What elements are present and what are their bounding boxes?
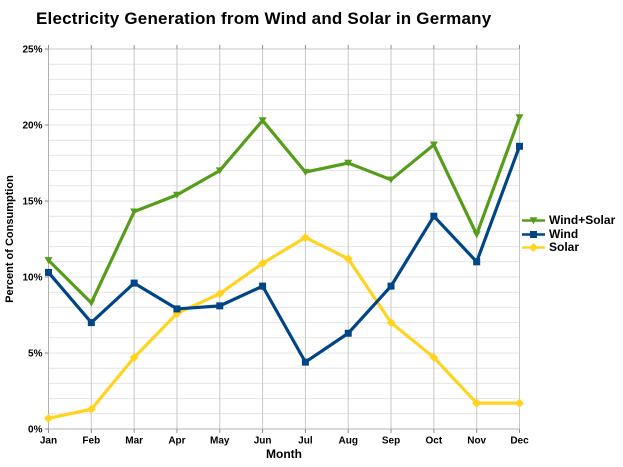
diamond-marker — [343, 254, 353, 264]
diamond-marker — [258, 258, 268, 268]
x-tick-label: May — [210, 436, 230, 447]
legend-item-wind-solar: Wind+Solar — [522, 214, 615, 228]
legend-item-solar: Solar — [522, 241, 615, 255]
legend-key-icon — [522, 230, 545, 238]
legend-label: Wind — [549, 226, 579, 241]
legend-label: Wind+Solar — [549, 213, 616, 228]
square-marker — [301, 358, 309, 366]
square-marker — [173, 305, 181, 313]
diamond-marker — [429, 353, 439, 363]
y-tick-label: 5% — [28, 349, 43, 360]
square-marker — [259, 282, 267, 290]
triangle-down-marker — [301, 168, 310, 176]
diamond-marker — [215, 289, 225, 299]
triangle-down-marker — [387, 176, 396, 184]
series-line-solar — [48, 235, 520, 420]
x-tick-label: Sep — [382, 436, 400, 447]
x-tick-label: Jun — [254, 436, 272, 447]
series-line-wind — [47, 145, 522, 365]
triangle-down-marker — [130, 208, 139, 216]
square-marker — [387, 282, 395, 290]
triangle-down-marker — [429, 141, 438, 149]
diamond-marker — [529, 243, 538, 253]
triangle-down-marker — [44, 257, 53, 265]
diamond-marker — [86, 404, 96, 414]
square-marker — [473, 258, 481, 266]
legend-item-wind: Wind — [522, 226, 615, 242]
square-marker — [530, 230, 537, 238]
x-tick-label: Jul — [298, 436, 313, 447]
triangle-down-marker — [258, 117, 267, 125]
x-tick-label: Feb — [82, 436, 100, 447]
diamond-marker — [44, 413, 53, 423]
series-line-wind-solar — [47, 116, 522, 306]
x-tick-label: Jan — [40, 436, 57, 447]
legend: Wind+Solar Wind Solar — [522, 214, 615, 255]
x-tick-label: Dec — [510, 436, 529, 447]
legend-label: Solar — [549, 240, 580, 255]
y-tick-label: 20% — [22, 121, 42, 132]
x-tick-label: Oct — [426, 436, 443, 447]
diamond-marker — [129, 353, 139, 363]
y-tick-label: 0% — [28, 425, 43, 436]
diamond-marker — [386, 318, 396, 328]
square-marker — [87, 319, 95, 327]
triangle-down-marker — [529, 217, 538, 225]
x-axis-title: Month — [266, 447, 302, 461]
x-tick-label: Apr — [168, 436, 185, 447]
triangle-down-marker — [515, 114, 524, 122]
y-tick-label: 10% — [22, 273, 42, 284]
square-marker — [216, 302, 224, 310]
x-tick-label: Aug — [339, 436, 358, 447]
triangle-down-marker — [172, 191, 181, 199]
x-tick-label: Mar — [125, 436, 143, 447]
triangle-down-marker — [215, 167, 224, 175]
square-marker — [45, 268, 52, 276]
triangle-down-marker — [344, 159, 353, 167]
chart-title: Electricity Generation from Wind and Sol… — [36, 9, 492, 28]
diamond-marker — [472, 398, 482, 408]
y-axis-title: Percent of Consumption — [4, 175, 16, 303]
x-tick-label: Nov — [467, 436, 486, 447]
triangle-down-marker — [472, 231, 481, 239]
y-tick-label: 15% — [22, 197, 42, 208]
diamond-marker — [300, 232, 310, 242]
legend-key-icon — [522, 217, 545, 225]
square-marker — [130, 279, 138, 287]
y-tick-label: 25% — [22, 45, 42, 56]
square-marker — [344, 329, 352, 337]
diamond-marker — [515, 398, 524, 408]
square-marker — [516, 142, 523, 150]
legend-key-icon — [522, 243, 545, 253]
square-marker — [430, 212, 438, 220]
triangle-down-marker — [87, 299, 96, 307]
